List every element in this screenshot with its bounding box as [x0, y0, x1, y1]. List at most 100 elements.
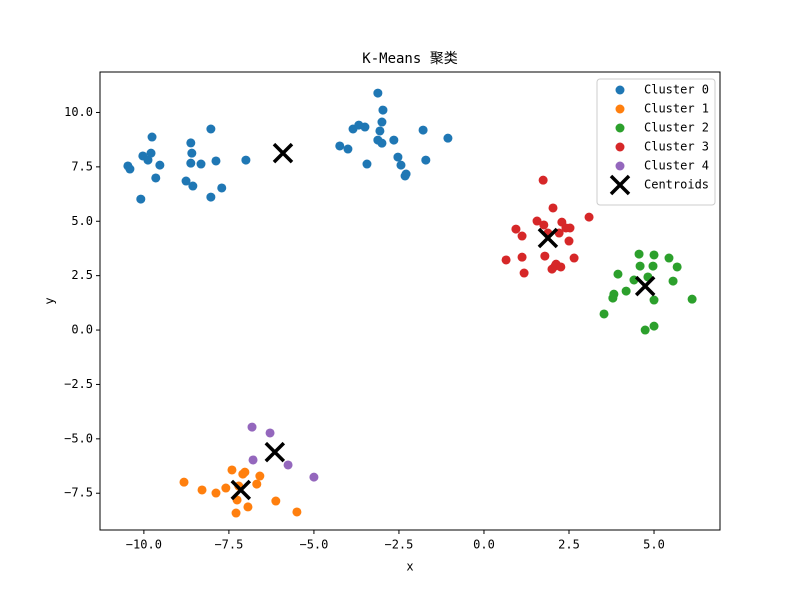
legend-marker: [615, 85, 625, 95]
point: [231, 508, 241, 518]
point: [155, 160, 165, 170]
y-tick-label: 10.0: [64, 105, 93, 119]
point: [664, 253, 674, 263]
point: [181, 176, 191, 186]
y-tick-label: 5.0: [71, 214, 93, 228]
x-axis-label: x: [406, 560, 413, 574]
point: [265, 428, 275, 438]
point: [501, 255, 511, 265]
point: [217, 183, 227, 193]
point: [187, 148, 197, 158]
centroid: [634, 275, 656, 297]
centroid: [272, 142, 294, 164]
legend-label: Cluster 3: [644, 140, 709, 154]
point: [401, 169, 411, 179]
point: [519, 268, 529, 278]
point: [556, 262, 566, 272]
centroid: [264, 441, 286, 463]
point: [283, 460, 293, 470]
point: [548, 203, 558, 213]
point: [517, 231, 527, 241]
point: [375, 126, 385, 136]
point: [672, 262, 682, 272]
point: [511, 224, 521, 234]
point: [621, 286, 631, 296]
point: [649, 295, 659, 305]
legend-label: Cluster 1: [644, 102, 709, 116]
point: [186, 158, 196, 168]
point: [309, 472, 319, 482]
point: [569, 253, 579, 263]
point: [271, 496, 281, 506]
point: [421, 155, 431, 165]
y-tick-label: −7.5: [64, 486, 93, 500]
point: [378, 105, 388, 115]
point: [668, 276, 678, 286]
point: [151, 173, 161, 183]
x-tick-label: −10.0: [126, 538, 162, 552]
point: [539, 220, 549, 230]
legend-marker: [615, 142, 625, 152]
point: [584, 212, 594, 222]
point: [206, 124, 216, 134]
point: [613, 269, 623, 279]
point: [343, 144, 353, 154]
point: [538, 175, 548, 185]
point: [143, 155, 153, 165]
point: [635, 261, 645, 271]
point: [418, 125, 428, 135]
point: [255, 471, 265, 481]
point: [136, 194, 146, 204]
x-tick-label: −7.5: [214, 538, 243, 552]
point: [609, 289, 619, 299]
point: [196, 159, 206, 169]
legend-label: Cluster 4: [644, 159, 709, 173]
point: [687, 294, 697, 304]
y-tick-label: 0.0: [71, 323, 93, 337]
chart-title: K-Means 聚类: [362, 51, 457, 67]
point: [517, 252, 527, 262]
legend-label: Cluster 0: [644, 83, 709, 97]
point: [211, 156, 221, 166]
point: [377, 117, 387, 127]
point: [252, 479, 262, 489]
x-tick-label: 2.5: [558, 538, 580, 552]
y-axis-label: y: [43, 297, 57, 304]
point: [648, 261, 658, 271]
point: [389, 135, 399, 145]
y-tick-label: 7.5: [71, 159, 93, 173]
point: [634, 249, 644, 259]
y-tick-label: 2.5: [71, 268, 93, 282]
point: [179, 477, 189, 487]
legend-box: [596, 78, 716, 206]
point: [247, 422, 257, 432]
legend-label: Cluster 2: [644, 121, 709, 135]
point: [125, 164, 135, 174]
point: [532, 216, 542, 226]
point: [649, 250, 659, 260]
y-tick-label: −2.5: [64, 377, 93, 391]
point: [540, 251, 550, 261]
point: [197, 485, 207, 495]
legend-marker: [615, 104, 625, 114]
point: [565, 223, 575, 233]
plot-frame: [99, 71, 721, 531]
point: [393, 152, 403, 162]
centroid: [230, 479, 252, 501]
point: [443, 133, 453, 143]
x-tick-label: −5.0: [299, 538, 328, 552]
point: [147, 132, 157, 142]
point: [211, 488, 221, 498]
legend-label: Centroids: [644, 178, 709, 192]
x-tick-label: −2.5: [384, 538, 413, 552]
point: [146, 148, 156, 158]
point: [206, 192, 216, 202]
point: [248, 455, 258, 465]
centroid: [537, 227, 559, 249]
point: [241, 155, 251, 165]
point: [640, 325, 650, 335]
point: [292, 507, 302, 517]
y-tick-label: −5.0: [64, 431, 93, 445]
point: [243, 502, 253, 512]
point: [335, 141, 345, 151]
